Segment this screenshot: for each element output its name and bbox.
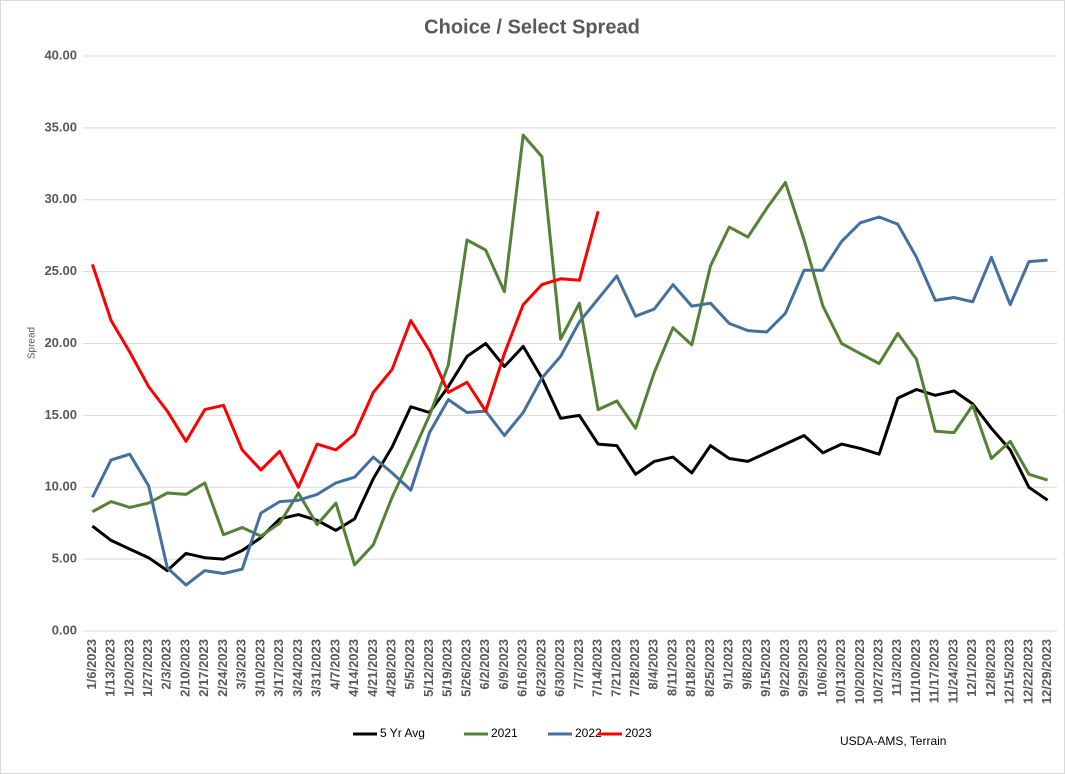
x-tick-label: 7/7/2023 <box>571 639 586 690</box>
x-tick-label: 5/26/2023 <box>458 639 473 697</box>
x-tick-label: 11/17/2023 <box>927 639 942 703</box>
x-tick-label: 9/1/2023 <box>721 639 736 690</box>
x-tick-label: 11/10/2023 <box>908 639 923 703</box>
x-tick-label: 1/6/2023 <box>84 639 99 690</box>
x-tick-label: 11/24/2023 <box>945 639 960 703</box>
x-tick-label: 6/23/2023 <box>533 639 548 697</box>
x-tick-label: 5/12/2023 <box>421 639 436 697</box>
x-tick-label: 5/5/2023 <box>402 639 417 690</box>
x-tick-label: 3/31/2023 <box>309 639 324 697</box>
series-line <box>91 133 1049 567</box>
y-axis-label: Spread <box>27 327 38 359</box>
legend-label: 5 Yr Avg <box>380 726 425 740</box>
x-tick-label: 9/29/2023 <box>796 639 811 697</box>
x-tick-label: 12/29/2023 <box>1039 639 1054 704</box>
x-tick-label: 1/27/2023 <box>140 639 155 697</box>
y-tick-label: 25.00 <box>44 263 77 278</box>
x-tick-label: 9/22/2023 <box>777 639 792 697</box>
chart-title: Choice / Select Spread <box>424 16 640 38</box>
x-tick-label: 8/25/2023 <box>702 639 717 697</box>
x-tick-label: 8/4/2023 <box>646 639 661 690</box>
x-tick-label: 3/3/2023 <box>234 639 249 690</box>
x-tick-label: 6/9/2023 <box>496 639 511 690</box>
x-tick-label: 4/21/2023 <box>365 639 380 697</box>
x-tick-label: 4/14/2023 <box>346 639 361 697</box>
x-tick-label: 9/15/2023 <box>758 639 773 697</box>
y-tick-label: 40.00 <box>44 47 77 62</box>
x-tick-label: 2/10/2023 <box>177 639 192 697</box>
y-tick-label: 15.00 <box>44 407 77 422</box>
x-tick-label: 8/18/2023 <box>683 639 698 697</box>
y-tick-label: 0.00 <box>52 622 77 637</box>
series-line <box>90 210 600 489</box>
x-tick-label: 2/24/2023 <box>215 639 230 697</box>
y-tick-label: 30.00 <box>44 191 77 206</box>
legend-label: 2021 <box>491 726 518 740</box>
x-tick-label: 12/22/2023 <box>1020 639 1035 704</box>
x-tick-label: 1/13/2023 <box>103 639 118 697</box>
x-tick-label: 9/8/2023 <box>739 639 754 690</box>
x-tick-label: 11/3/2023 <box>889 639 904 696</box>
x-tick-label: 7/28/2023 <box>627 639 642 697</box>
legend-label: 2023 <box>625 726 652 740</box>
x-tick-label: 7/21/2023 <box>608 639 623 697</box>
x-tick-label: 7/14/2023 <box>590 639 605 697</box>
source-note: USDA-AMS, Terrain <box>840 734 946 748</box>
x-tick-label: 12/1/2023 <box>964 639 979 697</box>
x-tick-label: 12/15/2023 <box>1002 639 1017 704</box>
x-tick-label: 10/20/2023 <box>852 639 867 704</box>
x-tick-label: 10/13/2023 <box>833 639 848 704</box>
x-tick-label: 8/11/2023 <box>664 639 679 696</box>
x-tick-label: 12/8/2023 <box>983 639 998 697</box>
x-tick-label: 4/28/2023 <box>383 639 398 697</box>
x-tick-label: 3/17/2023 <box>271 639 286 697</box>
y-tick-label: 10.00 <box>44 479 77 494</box>
x-tick-label: 6/16/2023 <box>515 639 530 697</box>
x-tick-label: 3/10/2023 <box>252 639 267 697</box>
x-tick-label: 2/3/2023 <box>159 639 174 690</box>
y-tick-label: 20.00 <box>44 335 77 350</box>
x-tick-label: 6/30/2023 <box>552 639 567 697</box>
x-tick-label: 6/2/2023 <box>477 639 492 690</box>
y-tick-label: 35.00 <box>44 119 77 134</box>
x-tick-label: 3/24/2023 <box>290 639 305 697</box>
x-tick-label: 4/7/2023 <box>327 639 342 690</box>
legend-label: 2022 <box>575 726 602 740</box>
y-tick-label: 5.00 <box>52 551 77 566</box>
x-tick-label: 1/20/2023 <box>121 639 136 697</box>
x-tick-label: 5/19/2023 <box>440 639 455 697</box>
series-line <box>91 215 1048 587</box>
x-tick-label: 2/17/2023 <box>196 639 211 697</box>
x-tick-label: 10/6/2023 <box>814 639 829 697</box>
x-tick-label: 10/27/2023 <box>870 639 885 704</box>
